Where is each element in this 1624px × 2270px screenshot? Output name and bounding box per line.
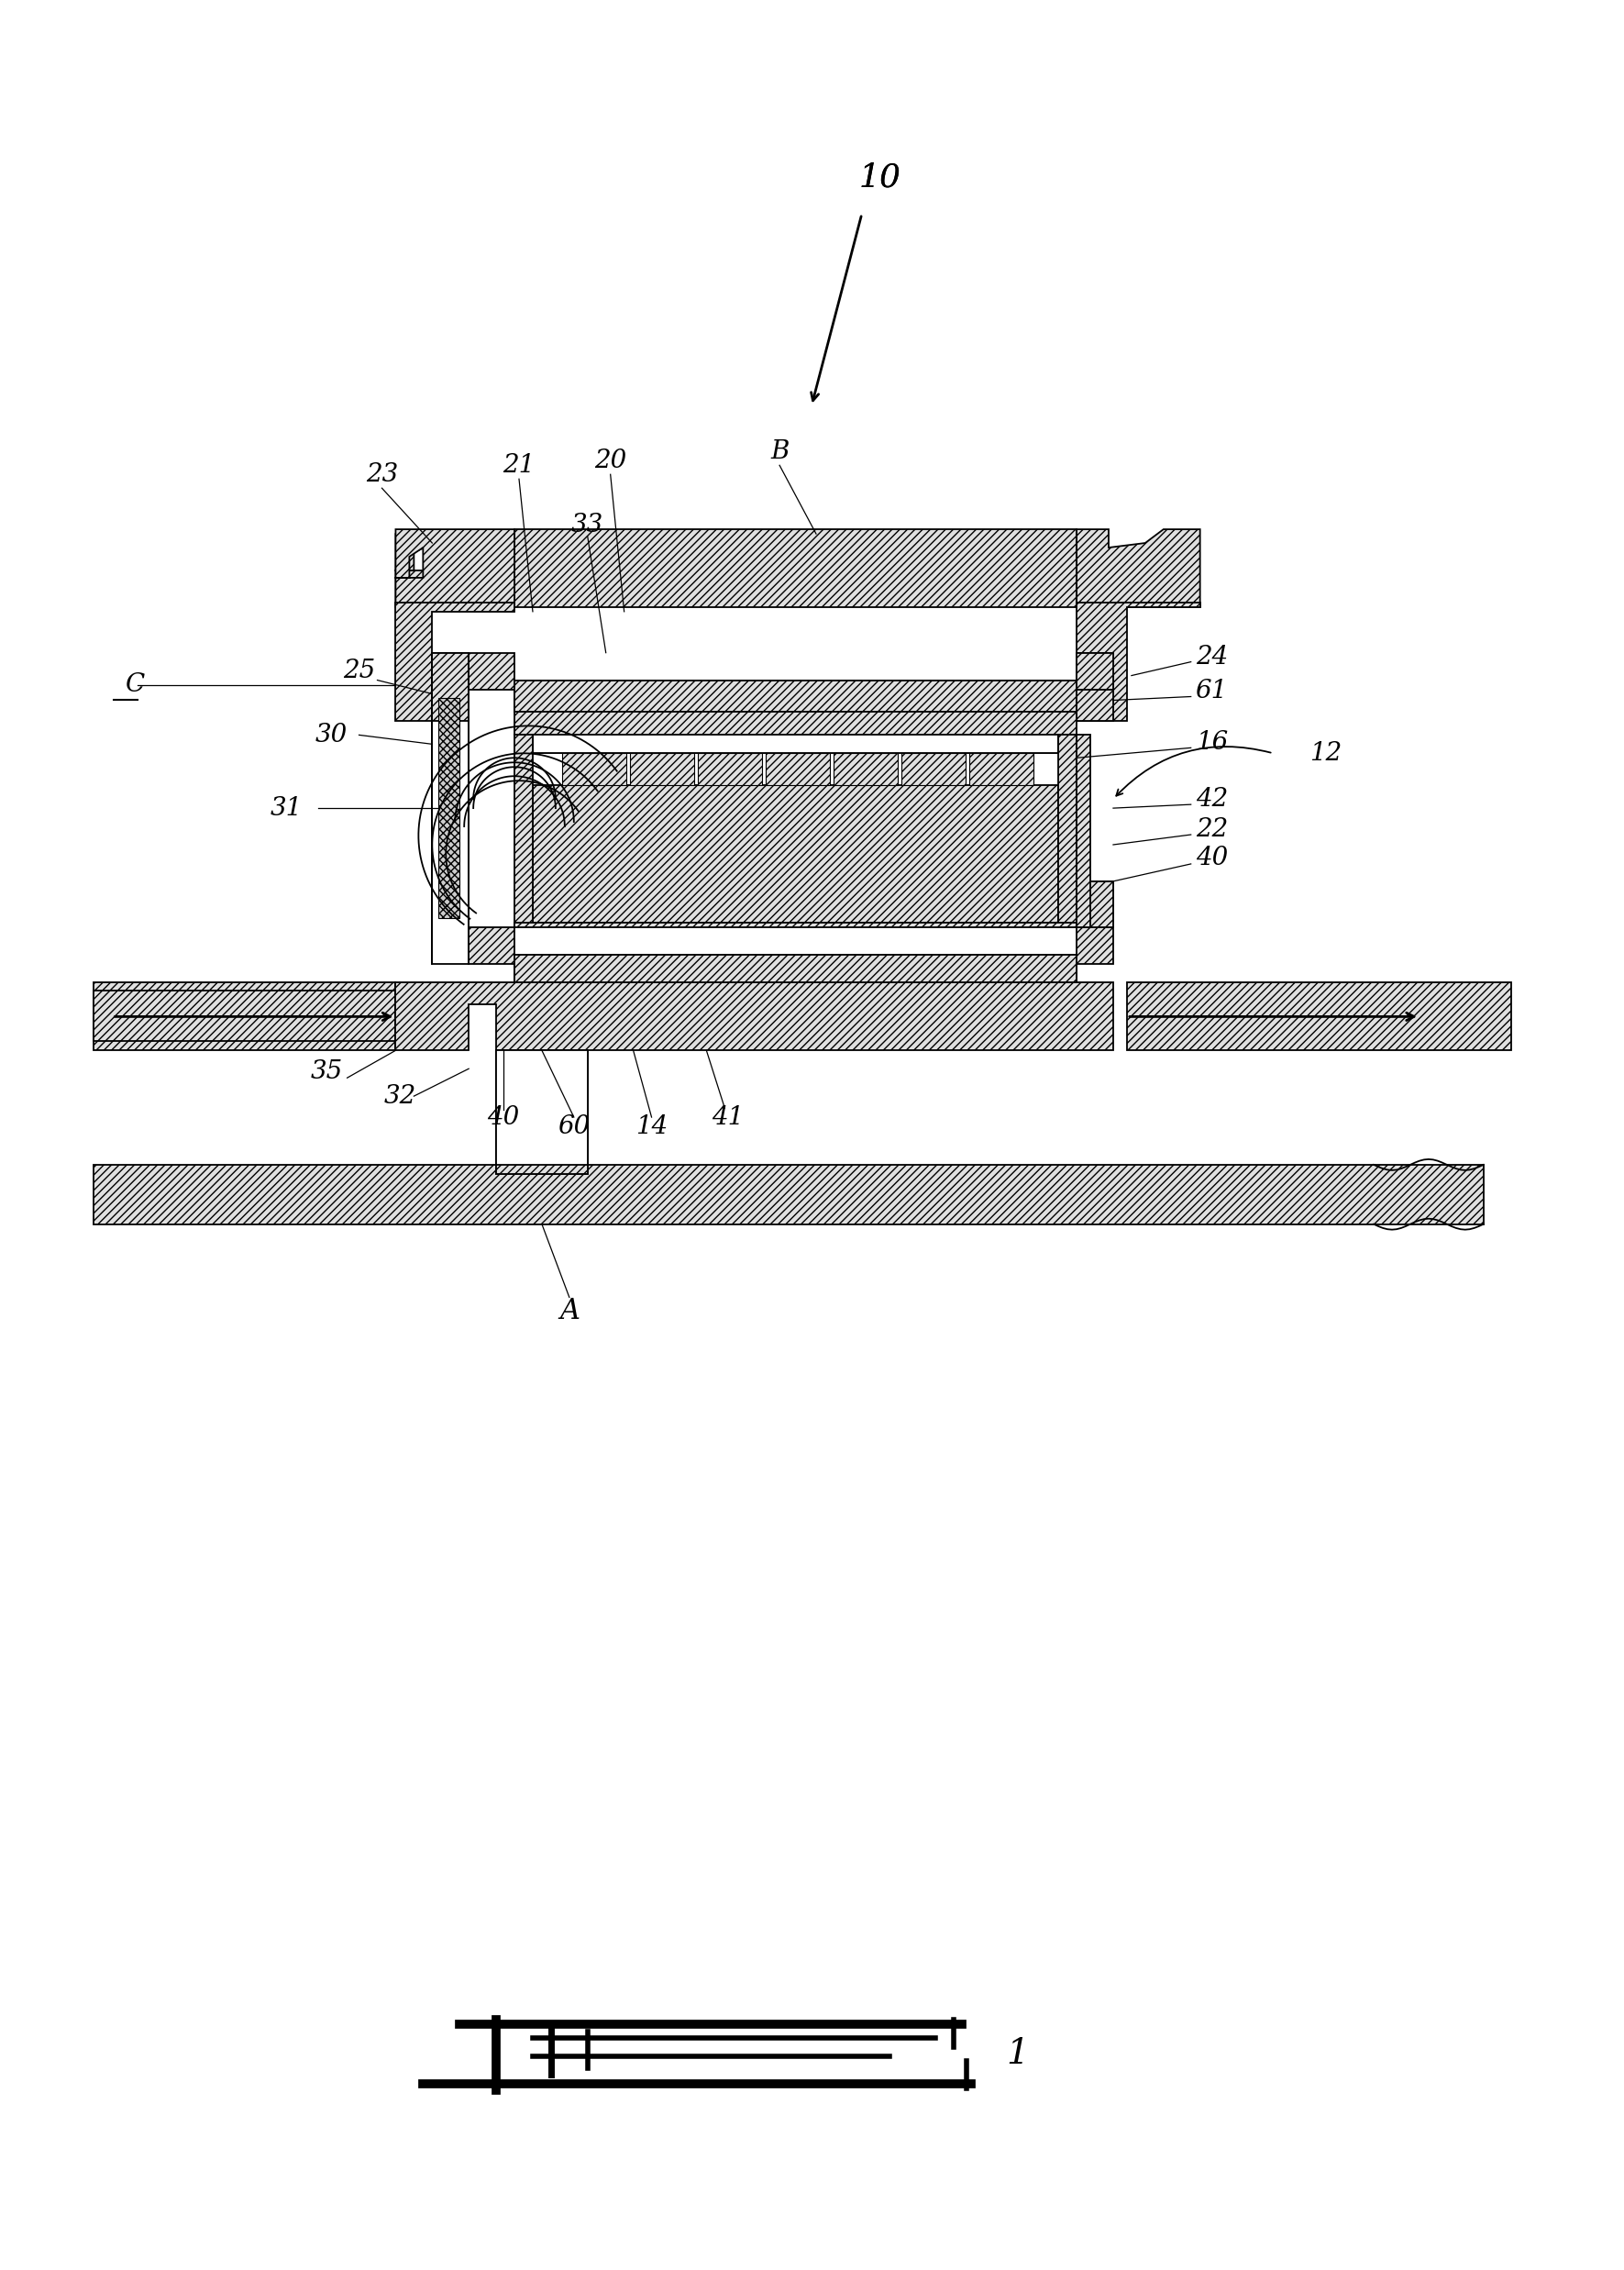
Polygon shape <box>533 785 1059 922</box>
Polygon shape <box>1077 690 1112 722</box>
Polygon shape <box>94 1115 1483 1224</box>
Text: 42: 42 <box>1195 788 1228 810</box>
Polygon shape <box>497 1051 588 1174</box>
Polygon shape <box>469 926 1112 983</box>
Polygon shape <box>630 754 693 785</box>
Text: 35: 35 <box>310 1060 343 1083</box>
Text: 40: 40 <box>1195 847 1228 872</box>
Text: 40: 40 <box>487 1105 520 1130</box>
Polygon shape <box>396 533 515 606</box>
Polygon shape <box>562 754 627 785</box>
Polygon shape <box>396 983 1112 1051</box>
Text: 22: 22 <box>1195 817 1228 842</box>
Polygon shape <box>1059 735 1077 926</box>
Text: 10: 10 <box>859 161 901 193</box>
Text: 14: 14 <box>635 1115 667 1140</box>
Text: 21: 21 <box>503 454 536 477</box>
Polygon shape <box>515 953 1077 983</box>
Text: 23: 23 <box>365 463 398 486</box>
Text: 61: 61 <box>1195 679 1228 704</box>
Polygon shape <box>515 713 1077 754</box>
Text: 33: 33 <box>572 513 604 538</box>
Text: 60: 60 <box>557 1115 590 1140</box>
Text: 16: 16 <box>1195 731 1228 754</box>
Polygon shape <box>396 529 515 606</box>
Text: 30: 30 <box>315 722 348 747</box>
Polygon shape <box>533 735 1059 754</box>
Text: 12: 12 <box>1309 740 1341 765</box>
Polygon shape <box>1127 983 1510 1051</box>
Polygon shape <box>1077 529 1200 606</box>
Polygon shape <box>901 754 966 785</box>
Text: 41: 41 <box>711 1105 744 1130</box>
Polygon shape <box>1077 602 1200 722</box>
Polygon shape <box>497 1051 588 1165</box>
Text: 25: 25 <box>343 658 375 683</box>
Polygon shape <box>515 529 1077 606</box>
Polygon shape <box>1090 881 1112 926</box>
Text: 24: 24 <box>1195 645 1228 670</box>
Polygon shape <box>94 992 396 1042</box>
Polygon shape <box>396 602 515 722</box>
Text: 10: 10 <box>859 161 901 193</box>
Polygon shape <box>1077 735 1112 926</box>
Text: B: B <box>770 438 789 463</box>
Polygon shape <box>833 754 898 785</box>
Polygon shape <box>515 735 533 926</box>
Text: 31: 31 <box>270 797 302 819</box>
Polygon shape <box>765 754 830 785</box>
Text: 1: 1 <box>1005 2038 1028 2070</box>
Polygon shape <box>1077 654 1112 722</box>
Polygon shape <box>698 754 762 785</box>
Polygon shape <box>432 654 469 962</box>
Text: A: A <box>559 1296 580 1326</box>
Text: 32: 32 <box>383 1083 416 1108</box>
Polygon shape <box>469 654 1112 713</box>
Text: C: C <box>125 672 145 697</box>
Polygon shape <box>94 983 396 1051</box>
Polygon shape <box>432 654 469 722</box>
Polygon shape <box>515 922 1077 926</box>
Polygon shape <box>497 1051 588 1174</box>
Polygon shape <box>515 681 1077 713</box>
Text: 20: 20 <box>594 449 627 472</box>
Polygon shape <box>970 754 1033 785</box>
Polygon shape <box>438 699 460 917</box>
